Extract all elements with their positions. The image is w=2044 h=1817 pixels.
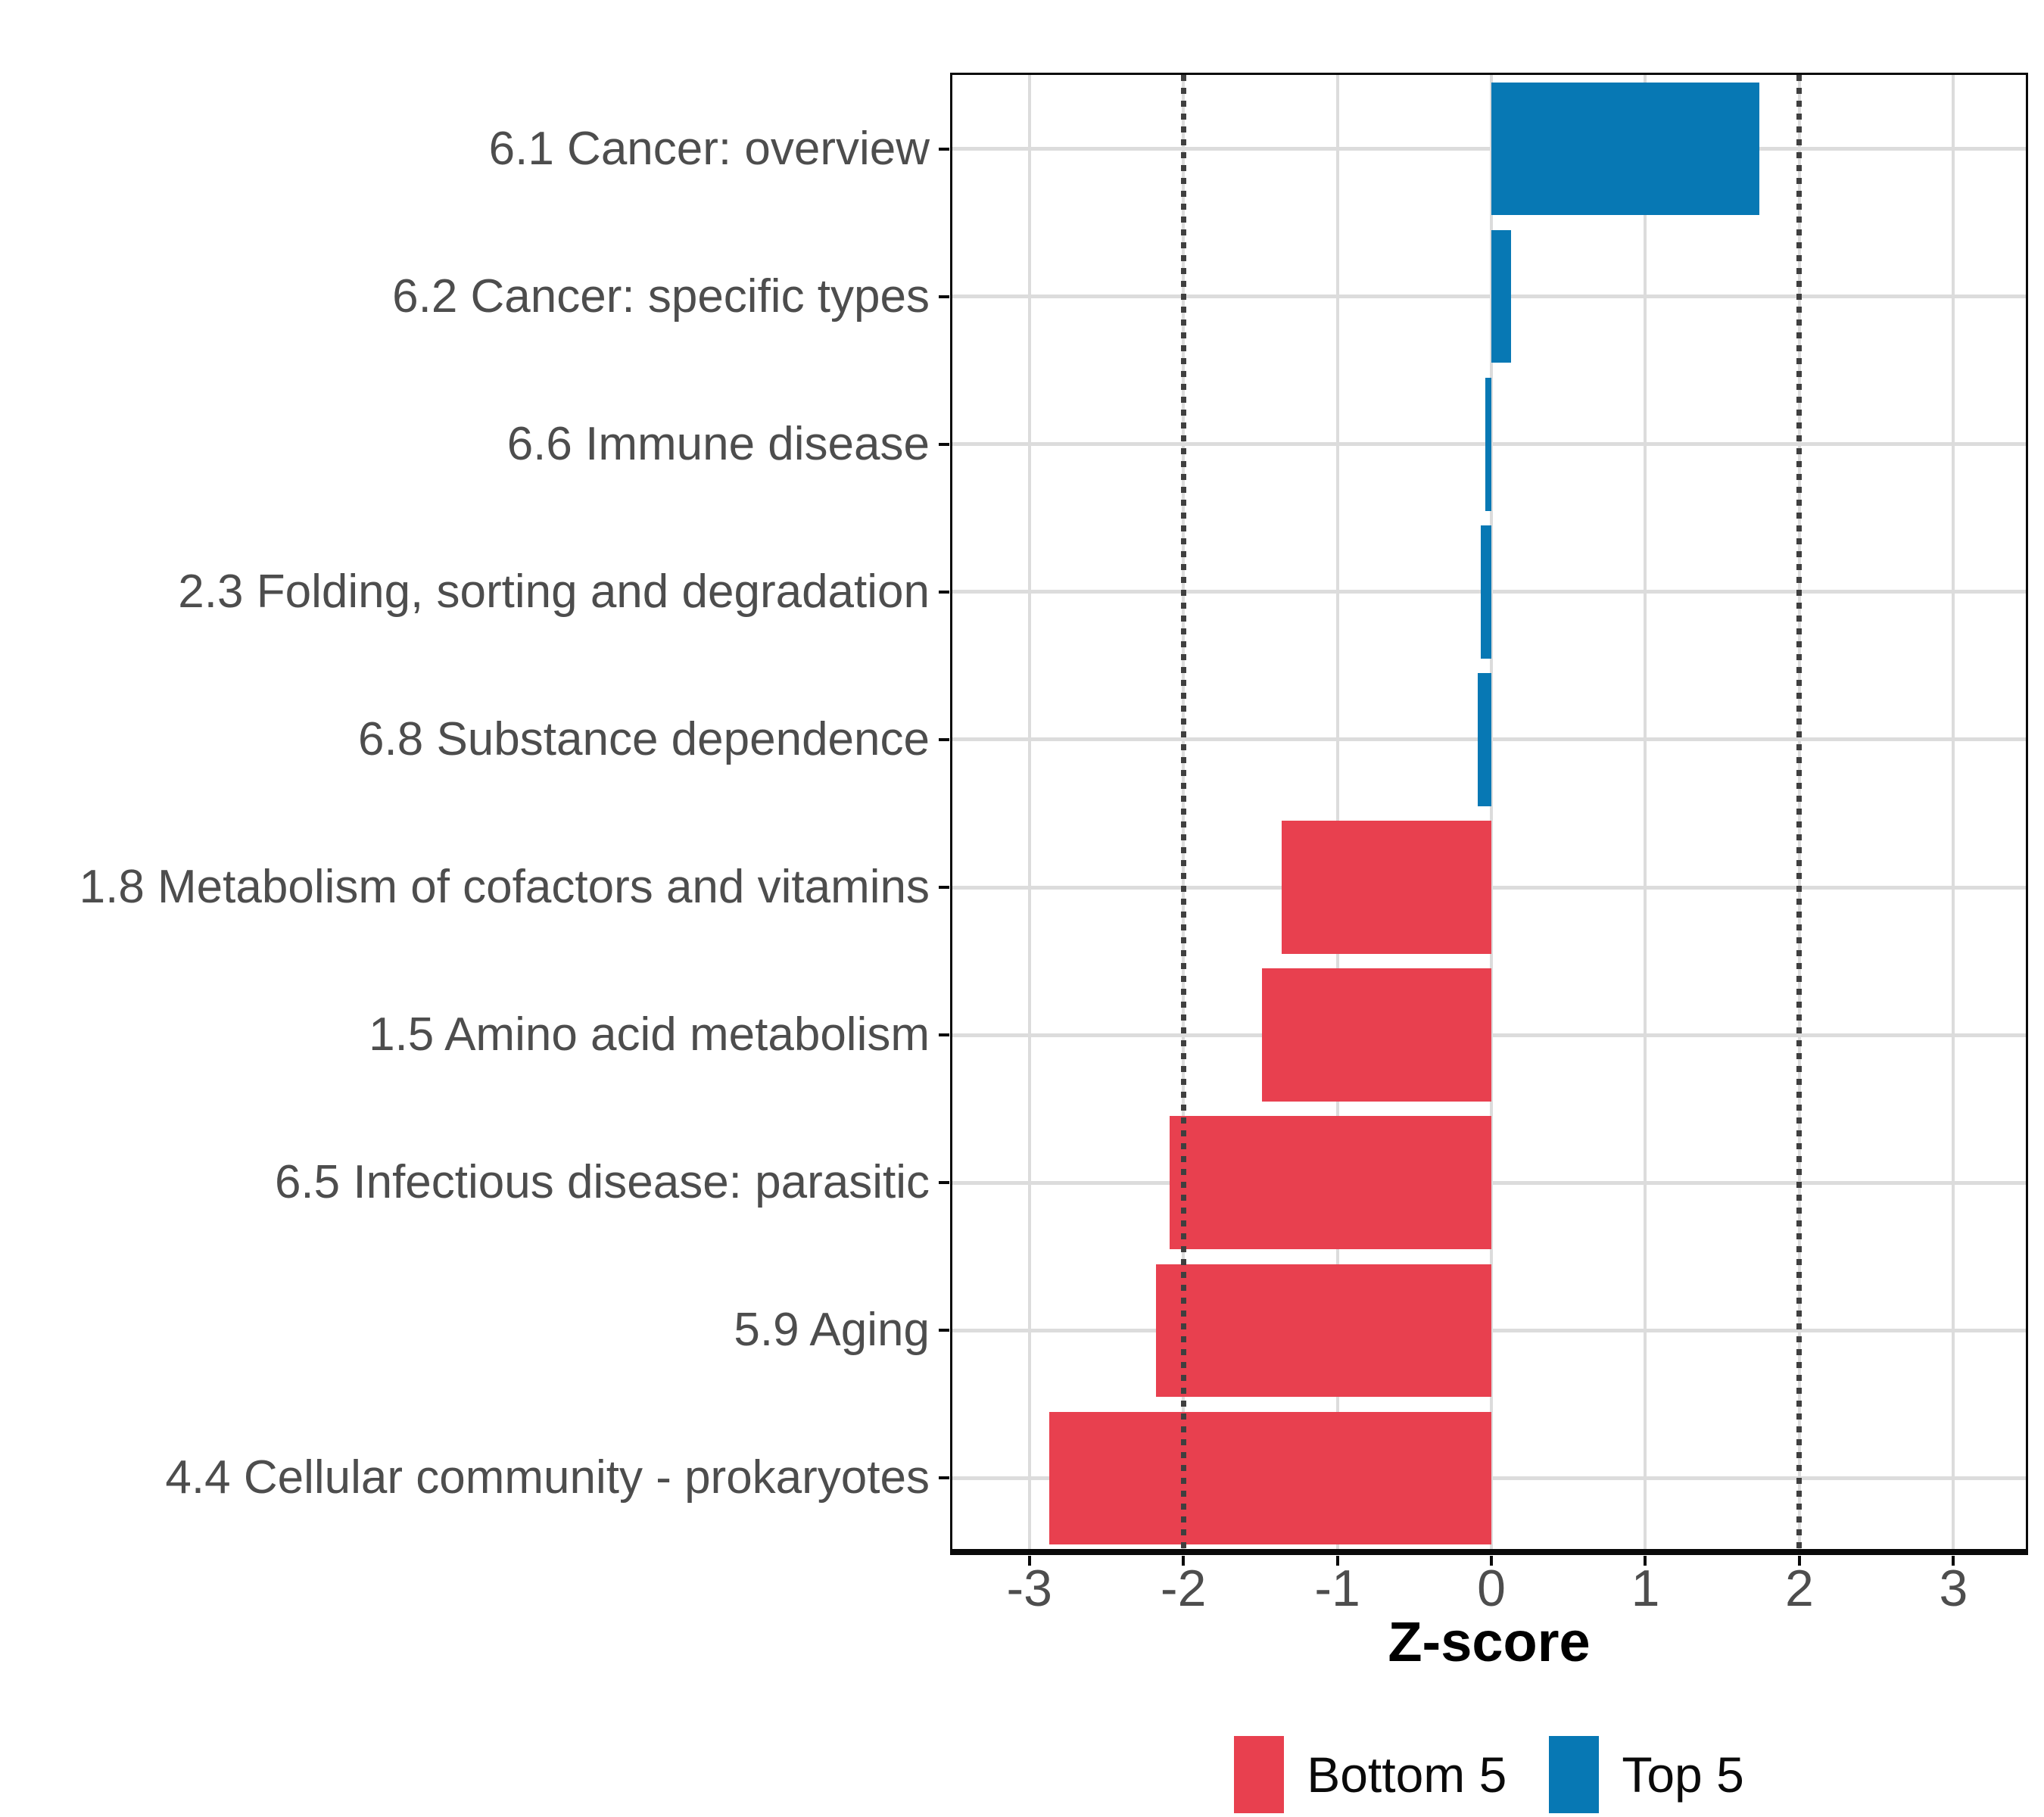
x-tick-label: -1 [1314,1560,1360,1617]
x-tick-label: 2 [1785,1560,1814,1617]
y-tick-mark [939,1033,949,1037]
y-tick-label: 4.4 Cellular community - prokaryotes [165,1451,930,1504]
y-tick-label: 6.1 Cancer: overview [488,122,930,175]
y-tick-label: 6.2 Cancer: specific types [392,270,930,323]
y-tick-mark [939,886,949,890]
bar-5 [1477,673,1492,806]
y-tick-mark [939,442,949,446]
x-tick-mark [1797,1556,1801,1566]
gridline-vertical [1027,75,1031,1552]
reference-line [1180,75,1186,1552]
x-tick-mark [1027,1556,1031,1566]
legend-label-bottom5: Bottom 5 [1307,1747,1507,1803]
x-tick-mark [1952,1556,1955,1566]
legend-label-top5: Top 5 [1622,1747,1744,1803]
y-tick-label: 6.6 Immune disease [506,417,930,470]
x-axis-title: Z-score [1388,1610,1591,1673]
x-tick-mark [1490,1556,1494,1566]
bottom5-swatch-icon [1234,1736,1285,1813]
x-tick-mark [1335,1556,1339,1566]
y-tick-label: 6.5 Infectious disease: parasitic [274,1156,930,1209]
gridline-vertical [1644,75,1647,1552]
bar-10 [1049,1411,1492,1545]
gridline-vertical [1335,75,1339,1552]
gridline-vertical [1952,75,1955,1552]
y-tick-mark [939,737,949,741]
legend-item-top5: Top 5 [1549,1736,1744,1813]
top5-swatch-icon [1549,1736,1600,1813]
bar-3 [1485,377,1492,511]
gridline-horizontal [952,295,2026,299]
x-tick-label: 1 [1631,1560,1660,1617]
gridline-horizontal [952,147,2026,151]
y-tick-label: 2.3 Folding, sorting and degradation [178,565,930,618]
x-tick-label: 3 [1939,1560,1968,1617]
y-tick-mark [939,590,949,594]
x-tick-label: 0 [1477,1560,1506,1617]
x-tick-label: -3 [1006,1560,1052,1617]
x-axis-line [950,1549,2028,1555]
bar-4 [1480,525,1492,659]
y-tick-mark [939,295,949,298]
y-tick-mark [939,1181,949,1185]
bar-9 [1155,1264,1492,1398]
bar-7 [1261,968,1492,1102]
bar-1 [1491,82,1760,216]
bar-6 [1282,821,1492,954]
y-tick-mark [939,1476,949,1480]
legend-item-bottom5: Bottom 5 [1234,1736,1507,1813]
gridline-vertical [1490,75,1494,1552]
y-tick-label: 1.5 Amino acid metabolism [369,1008,930,1061]
y-tick-mark [939,1329,949,1332]
y-tick-label: 6.8 Substance dependence [358,712,930,765]
x-tick-label: -2 [1160,1560,1207,1617]
x-tick-mark [1644,1556,1647,1566]
y-tick-mark [939,147,949,151]
y-tick-label: 5.9 Aging [734,1304,930,1357]
x-tick-mark [1182,1556,1186,1566]
reference-line [1796,75,1803,1552]
y-tick-label: 1.8 Metabolism of cofactors and vitamins [79,861,930,914]
legend: Bottom 5 Top 5 [952,1736,2026,1813]
bar-8 [1169,1116,1492,1250]
bar-2 [1491,229,1512,363]
